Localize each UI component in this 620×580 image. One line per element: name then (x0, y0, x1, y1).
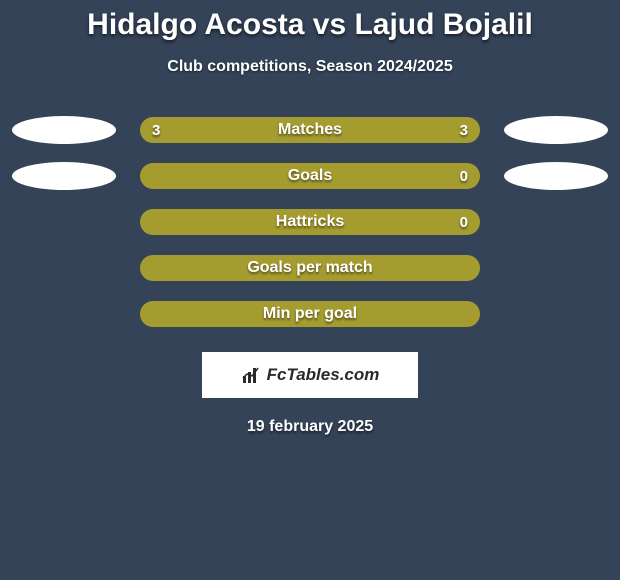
right-ellipse (504, 162, 608, 190)
stat-right-value: 0 (460, 168, 468, 185)
source-badge: FcTables.com (202, 352, 418, 398)
stat-bar: Goals 0 (140, 163, 480, 189)
source-brand: FcTables.com (267, 365, 380, 385)
right-ellipse (504, 116, 608, 144)
stat-bar: Hattricks 0 (140, 209, 480, 235)
stat-label: Goals (288, 167, 332, 185)
stat-right-value: 0 (460, 214, 468, 231)
page-subtitle: Club competitions, Season 2024/2025 (0, 58, 620, 76)
barchart-icon (241, 366, 261, 384)
date-text: 19 february 2025 (0, 418, 620, 436)
left-ellipse (12, 116, 116, 144)
stat-rows-container: 3 Matches 3 Goals 0 Hattricks 0 Goals per match… (0, 116, 620, 328)
page-title: Hidalgo Acosta vs Lajud Bojalil (0, 8, 620, 42)
stat-right-value: 3 (460, 122, 468, 139)
right-ellipse-spacer (504, 208, 608, 236)
stat-row: Goals per match (0, 254, 620, 282)
stat-row: Goals 0 (0, 162, 620, 190)
right-ellipse-spacer (504, 254, 608, 282)
left-ellipse-spacer (12, 300, 116, 328)
left-ellipse-spacer (12, 208, 116, 236)
stat-row: Hattricks 0 (0, 208, 620, 236)
stat-label: Matches (278, 121, 342, 139)
stat-label: Goals per match (247, 259, 372, 277)
left-ellipse (12, 162, 116, 190)
left-ellipse-spacer (12, 254, 116, 282)
stat-row: 3 Matches 3 (0, 116, 620, 144)
stat-left-value: 3 (152, 122, 160, 139)
stat-bar: Goals per match (140, 255, 480, 281)
stat-row: Min per goal (0, 300, 620, 328)
stat-label: Min per goal (263, 305, 357, 323)
stat-bar: Min per goal (140, 301, 480, 327)
stat-label: Hattricks (276, 213, 344, 231)
right-ellipse-spacer (504, 300, 608, 328)
stat-bar: 3 Matches 3 (140, 117, 480, 143)
